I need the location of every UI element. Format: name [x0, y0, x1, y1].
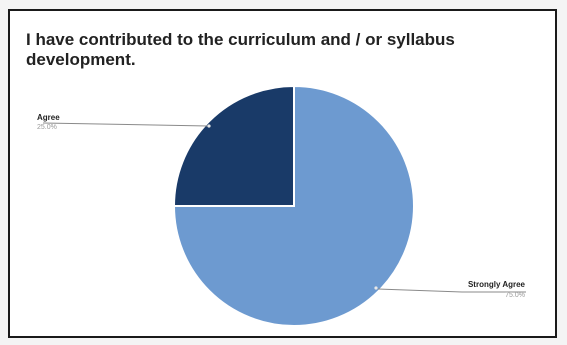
chart-title: I have contributed to the curriculum and… — [26, 30, 455, 69]
callout-strongly-agree: Strongly Agree 75.0% — [374, 280, 526, 299]
pie-slices — [172, 84, 415, 327]
slice-value-agree: 25.0% — [37, 124, 57, 131]
slice-value-strongly-agree: 75.0% — [505, 292, 525, 299]
leader-dot-agree — [207, 124, 211, 128]
slice-label-agree: Agree — [37, 113, 60, 122]
leader-line-strongly-agree — [377, 288, 526, 293]
pie-slice-agree — [172, 84, 295, 207]
callout-agree: Agree 25.0% — [37, 113, 211, 131]
leader-line-agree — [42, 122, 209, 127]
pie-slice-strongly-agree — [172, 84, 415, 327]
leader-dot-strongly-agree — [374, 286, 378, 290]
slice-label-strongly-agree: Strongly Agree — [468, 280, 526, 289]
